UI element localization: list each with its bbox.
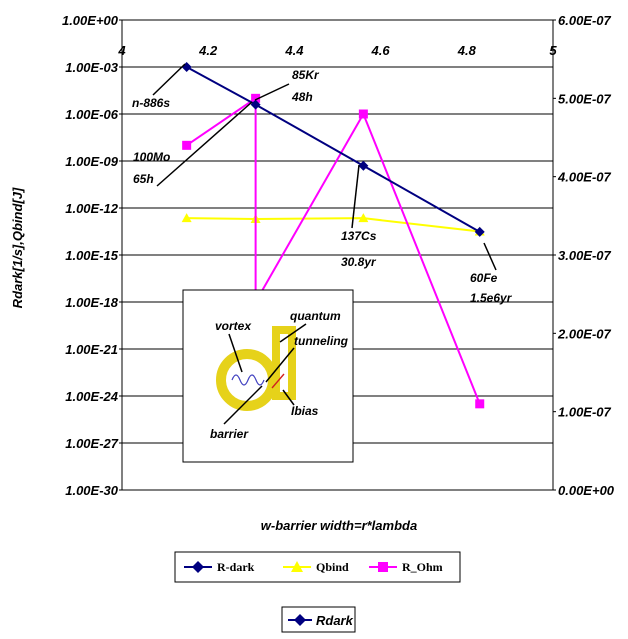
series-line-qbind [186, 217, 480, 233]
point-r-ohm-3 [358, 109, 368, 119]
inset-diagram: vortex quantum tunneling Ibias barrier [182, 289, 354, 463]
inset-label-ibias: Ibias [291, 404, 319, 418]
series-qbind [181, 213, 485, 236]
legend-entry-qbind: Qbind [283, 560, 349, 574]
annotation-n886s: n-886s [132, 96, 170, 110]
y-left-tick-label-6: 1.00E-18 [65, 295, 119, 310]
x-tick-label-5: 5 [549, 43, 557, 58]
legend-label-r-ohm: R_Ohm [402, 560, 443, 574]
legend-entry-r-ohm: R_Ohm [369, 560, 443, 574]
y-left-tick-label-4: 1.00E-12 [65, 201, 119, 216]
x-tick-label-4: 4.8 [457, 43, 477, 58]
annotation-100mo-line1: 100Mo [133, 150, 170, 164]
point-r-ohm-0 [182, 140, 192, 150]
legend-secondary: Rdark [281, 606, 356, 633]
annotation-pointer-85kr [254, 83, 290, 101]
legend-entry-r-dark: R-dark [184, 560, 255, 574]
point-r-ohm-4 [475, 399, 485, 409]
y-left-tick-label-0: 1.00E+00 [62, 13, 119, 28]
y-right-tick-label-6: 0.00E+00 [558, 483, 615, 498]
point-r-ohm-1 [251, 93, 261, 103]
series-line-r-dark [186, 66, 481, 233]
y-right-tick-label-1: 5.00E-07 [558, 91, 612, 106]
x-tick-label-1: 4.2 [198, 43, 218, 58]
ibias-arrow-icon [271, 373, 285, 389]
legend-frame [174, 551, 461, 583]
point-qbind-0 [181, 213, 192, 223]
legend-secondary-label: Rdark [316, 613, 354, 628]
annotation-pointer-137cs [351, 164, 360, 229]
y-right-tick-label-5: 1.00E-07 [558, 405, 612, 420]
y-left-tick-label-5: 1.00E-15 [65, 248, 119, 263]
inset-pointer-vortex [228, 333, 243, 373]
annotation-pointer-100mo [156, 101, 253, 187]
y-right-tick-label-4: 2.00E-07 [557, 326, 612, 341]
series-r-dark [181, 62, 485, 237]
annotation-100mo-line2: 65h [133, 172, 154, 186]
legend-marker-r-dark [192, 561, 204, 573]
y-left-tick-label-1: 1.00E-03 [65, 60, 119, 75]
tunneling-wave-icon [231, 374, 265, 386]
annotation-137cs-line1: 137Cs [341, 229, 377, 243]
y-right-tick-label-0: 6.00E-07 [558, 13, 612, 28]
inset-label-tunneling: tunneling [294, 334, 349, 348]
legend-marker-qbind [291, 561, 303, 572]
inset-label-vortex: vortex [215, 319, 252, 333]
point-r-dark-1 [250, 99, 261, 110]
y-left-tick-label-3: 1.00E-09 [65, 154, 119, 169]
inset-label-barrier: barrier [210, 427, 249, 441]
legend: R-dark Qbind R_Ohm [174, 551, 461, 583]
annotation-137cs-line2: 30.8yr [341, 255, 377, 269]
y-right-tick-labels: 6.00E-07 5.00E-07 4.00E-07 3.00E-07 2.00E-07… [553, 13, 615, 498]
inset-pointer-ibias [282, 389, 295, 406]
x-axis-title: w-barrier width=r*lambda [261, 518, 417, 533]
x-tick-labels: 4 4.2 4.4 4.6 4.8 5 [117, 43, 557, 58]
point-r-dark-3 [474, 226, 485, 237]
inset-pointer-quantum [279, 323, 307, 343]
annotation-pointer-n886s [152, 63, 186, 96]
x-tick-label-2: 4.4 [284, 43, 304, 58]
point-qbind-2 [358, 213, 369, 223]
y-left-tick-label-9: 1.00E-27 [65, 436, 119, 451]
y-left-tick-label-2: 1.00E-06 [65, 107, 119, 122]
y-left-tick-label-7: 1.00E-21 [65, 342, 118, 357]
legend-label-r-dark: R-dark [217, 560, 255, 574]
y-left-tick-label-8: 1.00E-24 [65, 389, 119, 404]
y-left-tick-label-10: 1.00E-30 [65, 483, 119, 498]
y-axis-title: Rdark[1/s],Qbind[J] [10, 187, 25, 308]
series-layer [181, 62, 485, 409]
point-r-dark-2 [358, 160, 369, 171]
inset-label-quantum: quantum [290, 309, 341, 323]
inset-pointer-barrier [223, 385, 263, 425]
y-left-tick-labels: 1.00E+00 1.00E-03 1.00E-06 1.00E-09 1.00E-12… [62, 13, 122, 498]
legend-secondary-marker [294, 614, 306, 626]
y-right-tick-label-3: 3.00E-07 [558, 248, 612, 263]
inset-pointer-tunneling [265, 347, 295, 383]
legend-label-qbind: Qbind [316, 560, 349, 574]
annotation-pointer-60fe [483, 242, 497, 271]
annotation-85kr-line1: 85Kr [292, 68, 320, 82]
annotation-85kr-line2: 48h [291, 90, 313, 104]
annotations: n-886s 85Kr 48h 100Mo 65h 137Cs 30.8yr 6… [132, 63, 513, 305]
y-right-tick-label-2: 4.00E-07 [557, 170, 612, 185]
annotation-60fe-line1: 60Fe [470, 271, 498, 285]
point-r-dark-0 [181, 62, 192, 72]
x-tick-label-3: 4.6 [371, 43, 391, 58]
x-tick-label-0: 4 [117, 43, 126, 58]
annotation-60fe-line2: 1.5e6yr [470, 291, 513, 305]
legend-marker-r-ohm [378, 562, 388, 572]
